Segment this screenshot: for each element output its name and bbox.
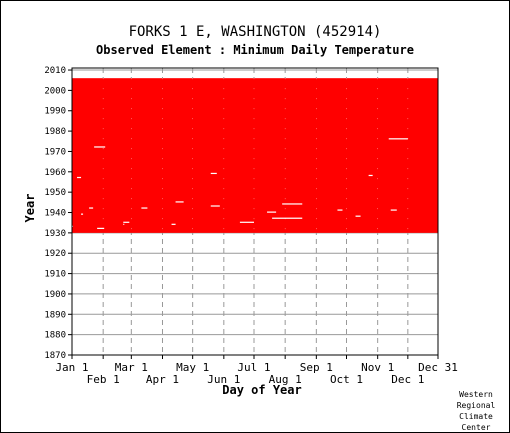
y-tick-label: 1980 (44, 127, 66, 137)
missing-data-gap (337, 209, 343, 211)
missing-data-gap (72, 225, 74, 227)
x-tick-label: Mar 1 (115, 361, 148, 374)
x-tick-label: Oct 1 (330, 373, 363, 386)
credit-line: Regional (456, 401, 496, 410)
x-tick-label: Nov 1 (361, 361, 394, 374)
y-tick-label: 1900 (44, 290, 66, 300)
y-tick-label: 1910 (44, 270, 66, 280)
x-axis-label: Day of Year (222, 383, 301, 397)
plot-frame (71, 67, 439, 356)
missing-data-gap (210, 172, 217, 175)
y-tick-label: 1940 (44, 209, 66, 219)
missing-data-gap (210, 205, 220, 207)
missing-data-gap (368, 174, 373, 177)
missing-data-gap (94, 146, 106, 148)
chart-title: FORKS 1 E, WASHINGTON (452914) (128, 24, 382, 40)
y-tick-label: 2010 (44, 66, 66, 76)
missing-data-gap (171, 223, 176, 225)
missing-data-gap (81, 213, 84, 215)
missing-data-gap (355, 215, 361, 217)
y-tick-label: 1930 (44, 229, 66, 239)
missing-data-gap (77, 176, 82, 179)
y-tick-label: 2000 (44, 86, 66, 96)
missing-data-gap (239, 221, 254, 223)
y-tick-label: 1970 (44, 147, 66, 157)
y-tick-label: 1990 (44, 107, 66, 117)
plot-area: 1870 1880 1890 1900 1910 1920 1930 1940 1950 1960… (44, 66, 458, 386)
credit-line: Western (459, 390, 493, 399)
x-tick-label: Aug 1 (269, 373, 302, 386)
x-tick-label: Feb 1 (87, 373, 120, 386)
missing-data-gap (390, 209, 397, 211)
observed-data-block (72, 78, 438, 233)
x-tick-label: Sep 1 (300, 361, 333, 374)
y-axis-label: Year (23, 194, 37, 223)
missing-data-gap (272, 217, 303, 219)
x-tick-label: Apr 1 (146, 373, 179, 386)
y-tick-label: 1890 (44, 310, 66, 320)
y-tick-label: 1880 (44, 331, 66, 341)
y-tick-label: 1920 (44, 249, 66, 259)
x-tick-label: Jan 1 (55, 361, 88, 374)
y-tick-label: 1950 (44, 188, 66, 198)
x-tick-label: May 1 (176, 361, 209, 374)
missing-data-gap (123, 223, 125, 225)
missing-data-gap (89, 207, 94, 209)
y-tick-label: 1870 (44, 351, 66, 361)
x-tick-label: Jul 1 (237, 361, 270, 374)
missing-data-gap (267, 211, 277, 213)
x-tick-label: Dec 1 (391, 373, 424, 386)
missing-data-gap (388, 138, 408, 140)
missing-data-gap (123, 221, 130, 223)
credit-text: Western Regional Climate Center (448, 389, 504, 433)
missing-data-gap (141, 207, 148, 209)
chart-subtitle: Observed Element : Minimum Daily Tempera… (96, 43, 414, 57)
credit-line: Center (461, 423, 491, 432)
missing-data-gap (175, 201, 184, 203)
missing-data-gap (97, 227, 105, 230)
y-tick-label: 1960 (44, 168, 66, 178)
missing-data-gap (282, 203, 303, 205)
x-tick-label: Dec 31 (418, 361, 458, 374)
x-tick-label: Jun 1 (207, 373, 240, 386)
credit-line: Climate (459, 412, 493, 421)
